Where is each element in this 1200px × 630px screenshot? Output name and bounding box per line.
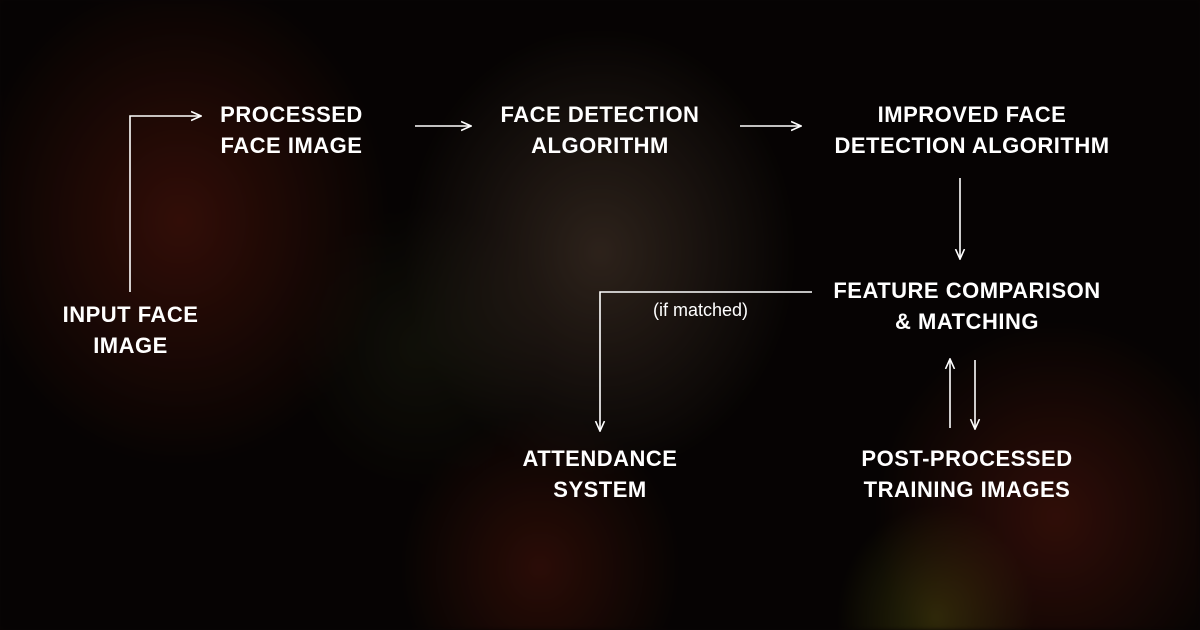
flow-arrows	[0, 0, 1200, 630]
arrow-input-to-processed	[130, 116, 200, 292]
arrow-feature-to-attendance	[600, 292, 812, 430]
